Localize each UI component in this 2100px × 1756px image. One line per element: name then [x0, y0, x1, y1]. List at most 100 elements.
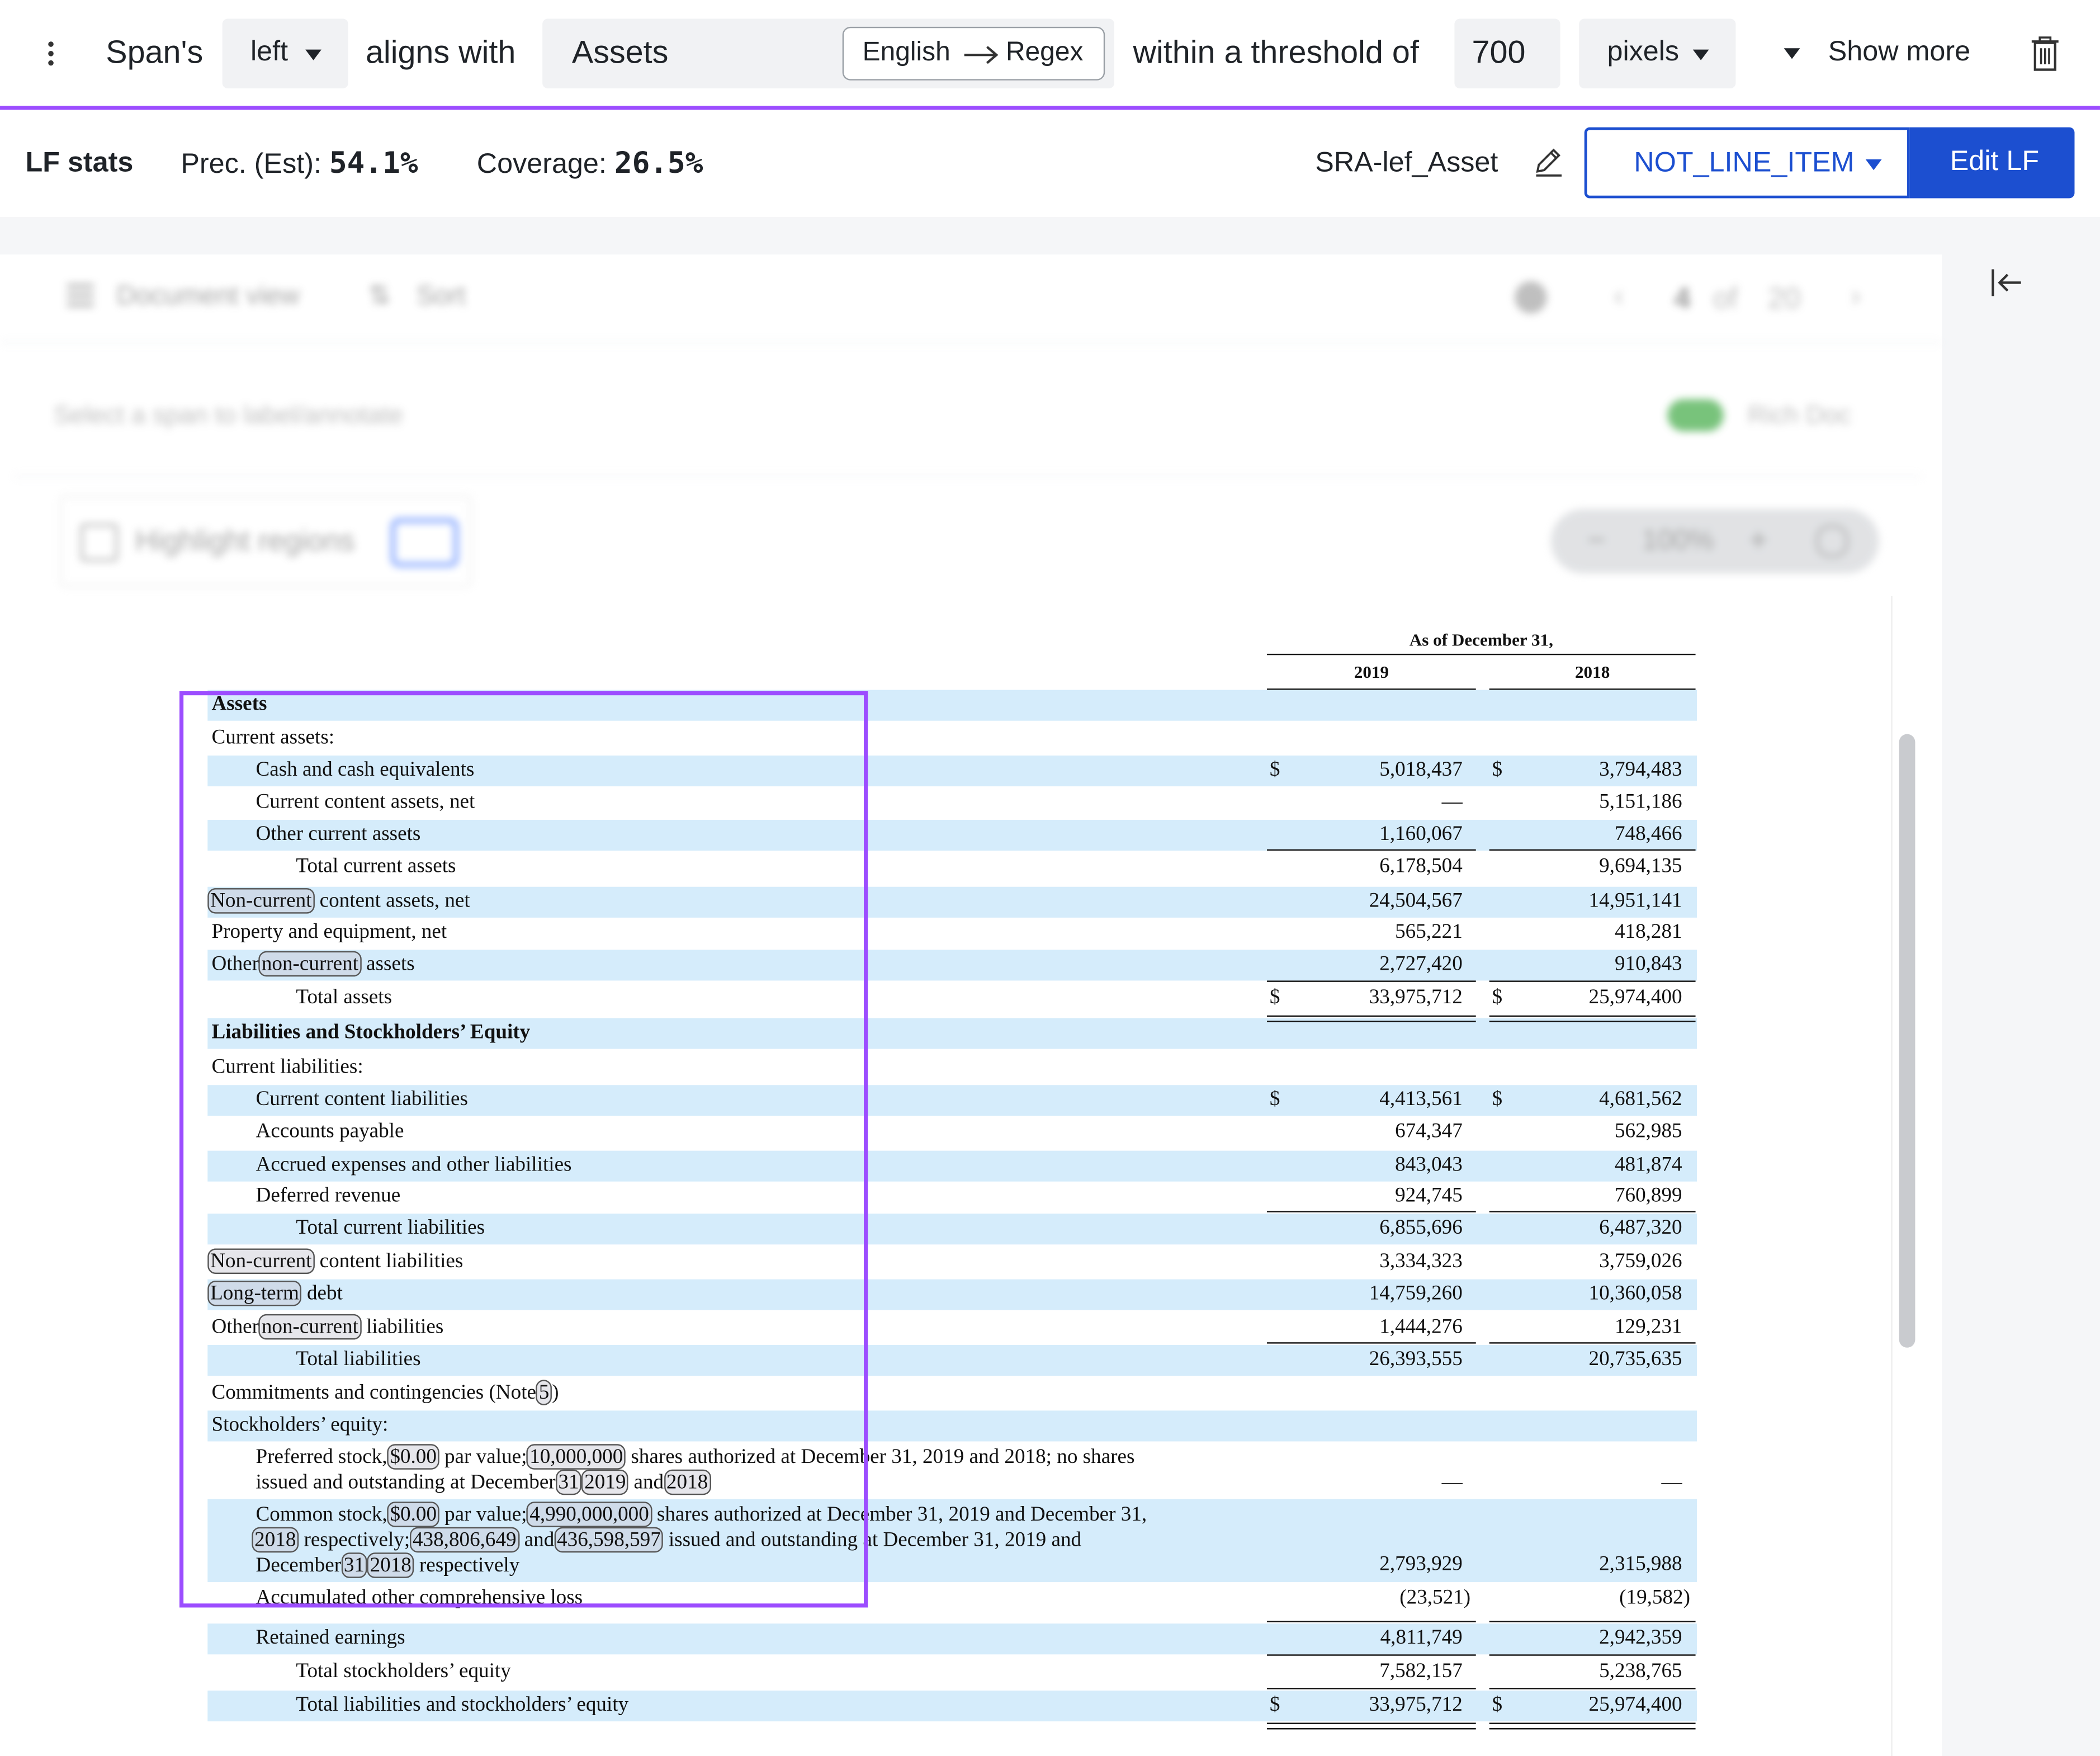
token-chip[interactable]: Long-term — [207, 1281, 302, 1306]
settings-icon[interactable] — [1515, 281, 1547, 314]
header-rule — [1267, 688, 1476, 690]
token-chip[interactable]: 31 — [555, 1469, 582, 1495]
row-highlight — [207, 1214, 1697, 1245]
side-dropdown[interactable]: left — [222, 18, 348, 89]
token-chip[interactable]: 2019 — [581, 1469, 629, 1495]
label-text: liabilities — [361, 1315, 444, 1339]
row-highlight — [207, 819, 1697, 851]
token-chip[interactable]: 438,806,649 — [410, 1527, 519, 1553]
token-chip[interactable]: 10,000,000 — [527, 1444, 626, 1470]
line-item-label: Current content liabilities — [256, 1088, 468, 1111]
document-view-icon[interactable] — [67, 284, 94, 308]
token-chip[interactable]: Non-current — [207, 888, 315, 914]
lf-rule-bar: Span's left aligns with Assets English R… — [0, 0, 2100, 110]
label-text: ) — [552, 1381, 559, 1404]
token-chip[interactable]: non-current — [259, 951, 361, 977]
value-2019: 7,582,157 — [1379, 1659, 1463, 1683]
value-2018: 25,974,400 — [1588, 1693, 1682, 1716]
value-2018: — — [1661, 1471, 1682, 1494]
reset-zoom-icon[interactable] — [1816, 525, 1848, 558]
subtotal-rule — [1489, 849, 1696, 851]
page-current: 4 — [1674, 281, 1691, 315]
label-text: Commitments and contingencies (Note — [211, 1381, 537, 1404]
line-item-label: Total current liabilities — [296, 1216, 485, 1239]
trash-icon[interactable] — [2030, 36, 2060, 71]
highlight-regions-checkbox[interactable] — [80, 523, 118, 561]
edit-lf-button[interactable]: Edit LF — [1909, 127, 2075, 199]
translate-from-label: English — [862, 37, 950, 67]
subtotal-rule — [1267, 1688, 1476, 1689]
subtotal-rule — [1267, 849, 1476, 851]
value-2019: 674,347 — [1395, 1120, 1463, 1143]
unit-dropdown[interactable]: pixels — [1579, 18, 1736, 89]
more-options-icon[interactable] — [48, 37, 54, 69]
sort-button[interactable]: Sort — [416, 281, 466, 311]
value-2019: 33,975,712 — [1369, 986, 1463, 1009]
prev-page-icon[interactable]: ‹ — [1614, 278, 1624, 313]
toolbar-divider — [13, 475, 1922, 477]
value-2019: 1,444,276 — [1379, 1315, 1463, 1339]
value-2018: 481,874 — [1614, 1153, 1682, 1177]
token-chip[interactable]: non-current — [259, 1314, 361, 1340]
total-liabilities-equity-double-rule — [1267, 1722, 1476, 1730]
document-scrollbar-thumb[interactable] — [1899, 734, 1915, 1348]
label-text: respectively; — [299, 1528, 410, 1551]
value-2018: 2,315,988 — [1599, 1552, 1682, 1575]
pencil-icon[interactable] — [1532, 145, 1564, 177]
target-input[interactable]: Assets English Regex — [542, 18, 1114, 89]
zoom-level: 100% — [1642, 525, 1714, 556]
document-view-button[interactable]: Document view — [116, 281, 300, 311]
token-chip[interactable]: 2018 — [367, 1552, 414, 1578]
subtotal-rule — [1267, 1621, 1476, 1622]
english-to-regex-button[interactable]: English Regex — [842, 26, 1105, 81]
subtotal-rule — [1267, 980, 1476, 982]
caret-down-icon — [1784, 48, 1800, 59]
value-2018: 3,794,483 — [1599, 758, 1682, 781]
viewer-toolbar: Document view ⇅ Sort ‹ 4 of 20 › Select … — [0, 254, 1942, 596]
value-2018: 562,985 — [1614, 1120, 1682, 1143]
value-2018: 910,843 — [1614, 952, 1682, 975]
show-more-button[interactable]: Show more — [1781, 30, 1982, 78]
currency-symbol: $ — [1492, 986, 1503, 1009]
zoom-in-icon[interactable]: + — [1749, 522, 1768, 559]
value-2019: 26,393,555 — [1369, 1347, 1463, 1371]
token-chip[interactable]: 2018 — [252, 1527, 299, 1553]
token-chip[interactable]: $0.00 — [387, 1502, 439, 1527]
token-chip[interactable]: $0.00 — [387, 1444, 439, 1470]
value-2018: 4,681,562 — [1599, 1088, 1682, 1111]
value-2019: 6,178,504 — [1379, 855, 1463, 877]
token-chip[interactable]: 436,598,597 — [554, 1527, 664, 1553]
coverage-label: Coverage: — [476, 148, 607, 180]
rich-doc-toggle[interactable] — [1667, 399, 1724, 432]
side-dropdown-value: left — [250, 36, 288, 67]
value-2018: 5,151,186 — [1599, 790, 1682, 814]
subtotal-rule — [1489, 980, 1696, 982]
token-chip[interactable]: 5 — [536, 1380, 552, 1405]
token-chip[interactable]: 2018 — [664, 1469, 711, 1495]
label-text: content liabilities — [314, 1249, 463, 1273]
precision-value: 54.1% — [329, 147, 418, 181]
total-assets-double-rule — [1267, 1015, 1476, 1022]
collapse-panel-icon[interactable] — [1990, 268, 2022, 298]
token-chip[interactable]: 31 — [341, 1552, 367, 1578]
column-header-2019: 2019 — [1354, 662, 1389, 682]
threshold-input[interactable]: 700 — [1454, 18, 1560, 89]
panel-divider — [0, 217, 2100, 255]
label-select-dropdown[interactable]: NOT_LINE_ITEM — [1584, 127, 1910, 199]
value-2018: 2,942,359 — [1599, 1626, 1682, 1649]
coverage-value: 26.5% — [614, 147, 703, 181]
next-page-icon[interactable]: › — [1851, 278, 1861, 313]
highlight-regions-next-icon[interactable] — [391, 518, 458, 567]
row-highlight — [207, 1085, 1697, 1116]
subtotal-rule — [1267, 1211, 1476, 1212]
label-text: December — [256, 1554, 342, 1577]
zoom-out-icon[interactable]: − — [1587, 522, 1606, 559]
page-of: of — [1713, 281, 1738, 315]
value-2019: 5,018,437 — [1379, 758, 1463, 781]
row-highlight — [207, 1279, 1697, 1310]
rule-relation: aligns with — [365, 35, 516, 71]
row-highlight — [207, 886, 1697, 918]
label-text: shares authorized at December 31, 2019 a… — [626, 1445, 1135, 1469]
token-chip[interactable]: Non-current — [207, 1248, 315, 1274]
token-chip[interactable]: 4,990,000,000 — [527, 1502, 652, 1527]
